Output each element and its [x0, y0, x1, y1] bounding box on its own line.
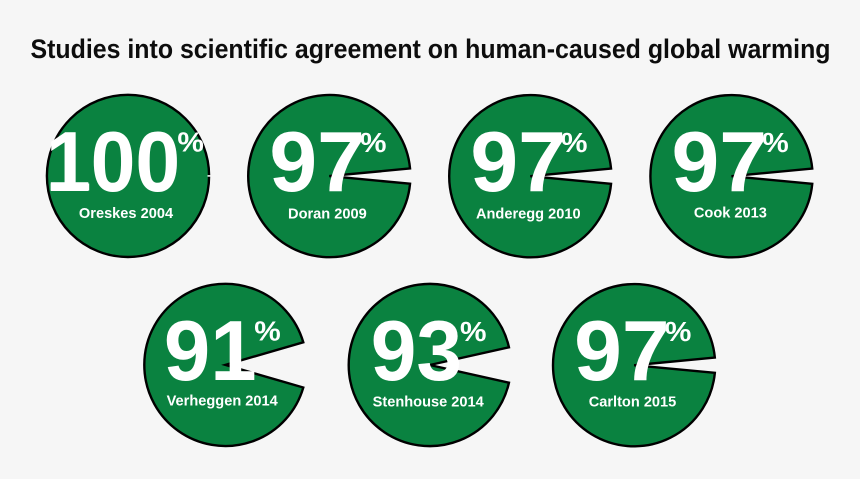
svg-text:Studies into scientific agreem: Studies into scientific agreement on hum…: [31, 34, 831, 64]
svg-text:Anderegg 2010: Anderegg 2010: [476, 207, 581, 223]
svg-text:%: %: [561, 127, 588, 158]
svg-text:%: %: [177, 127, 204, 158]
svg-text:97: 97: [470, 115, 566, 210]
svg-text:97: 97: [574, 304, 670, 399]
svg-text:%: %: [762, 127, 789, 158]
svg-text:93: 93: [371, 304, 462, 399]
svg-text:Carlton 2015: Carlton 2015: [589, 395, 677, 411]
svg-text:%: %: [254, 316, 281, 347]
svg-text:91: 91: [164, 304, 257, 399]
svg-text:97: 97: [672, 115, 768, 210]
svg-text:100: 100: [46, 115, 181, 210]
svg-text:Stenhouse 2014: Stenhouse 2014: [373, 394, 485, 410]
svg-text:Cook 2013: Cook 2013: [694, 206, 767, 222]
svg-text:97: 97: [269, 115, 365, 210]
svg-text:Doran 2009: Doran 2009: [288, 206, 367, 222]
svg-text:%: %: [460, 316, 487, 347]
svg-text:Verheggen 2014: Verheggen 2014: [167, 393, 279, 409]
svg-text:%: %: [360, 127, 387, 158]
svg-text:Oreskes 2004: Oreskes 2004: [79, 206, 174, 222]
svg-text:%: %: [665, 316, 692, 347]
